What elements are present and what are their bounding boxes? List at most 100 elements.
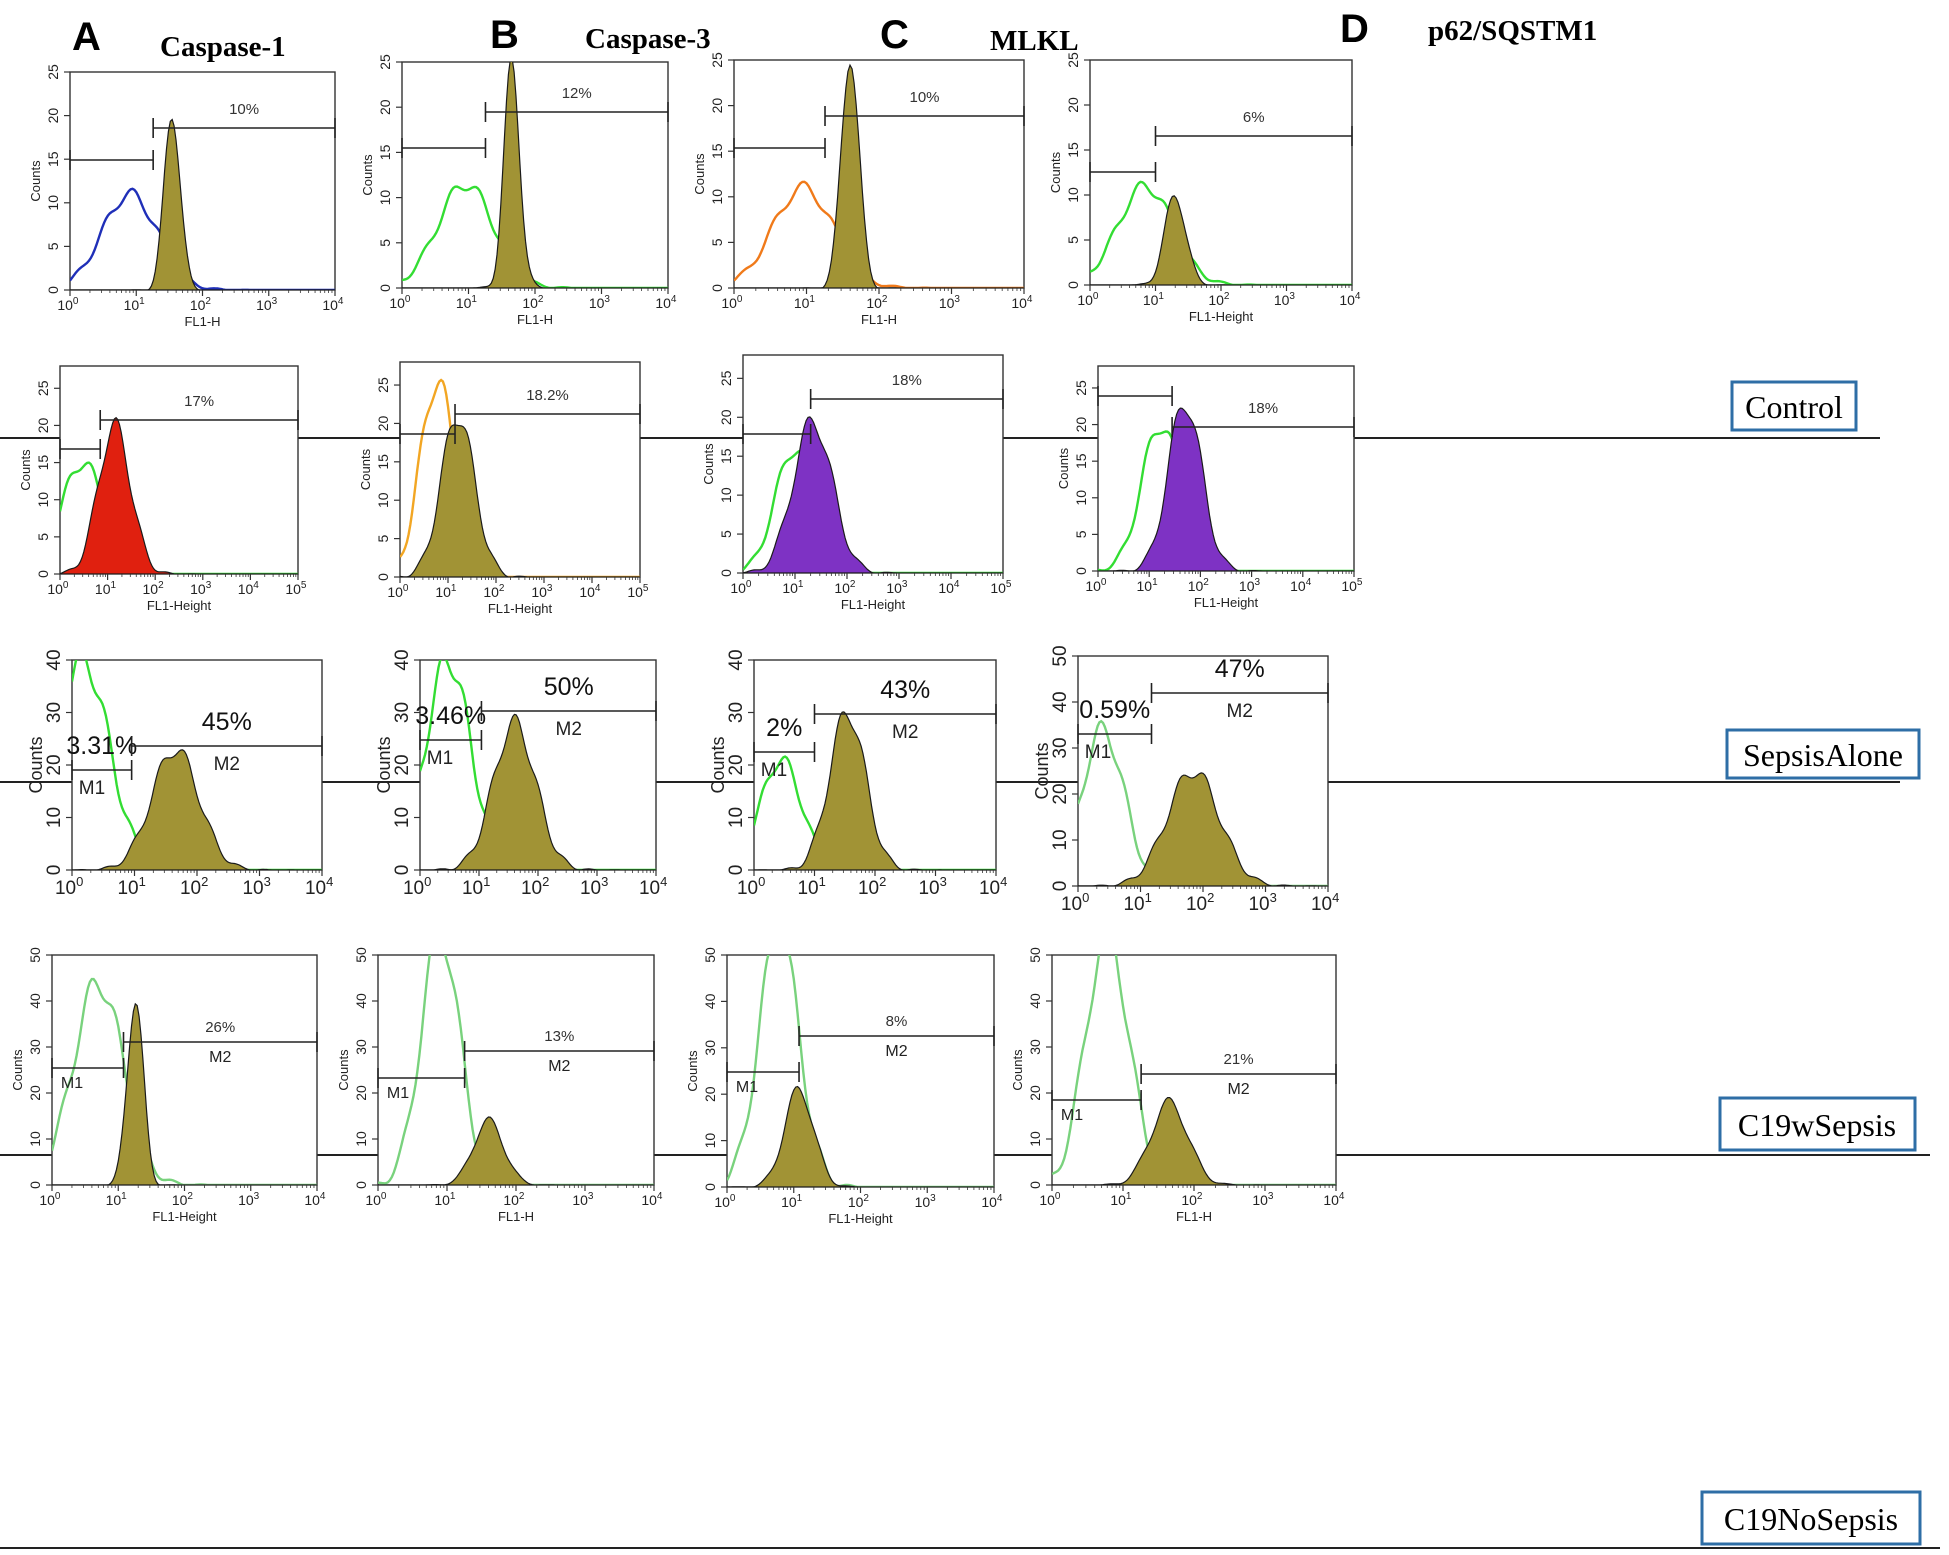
y-tick-label: 50 xyxy=(27,947,43,963)
x-tick-exponent: 4 xyxy=(1027,294,1033,305)
row-label-box xyxy=(1718,1096,1917,1152)
y-tick-label: 0 xyxy=(709,284,725,292)
y-axis-label: Counts xyxy=(1032,742,1052,799)
x-tick-exponent: 0 xyxy=(55,1191,61,1202)
y-axis-label: Counts xyxy=(708,736,728,793)
x-axis-label: FL1-Height xyxy=(828,1211,893,1226)
x-tick-exponent: 1 xyxy=(1145,890,1152,905)
x-tick-label: 102 xyxy=(866,294,888,311)
x-tick-label: 102 xyxy=(521,874,549,899)
x-tick-label: 102 xyxy=(858,874,886,899)
y-tick-label: 0 xyxy=(718,569,734,577)
histogram-stained-series xyxy=(60,416,298,574)
y-tick-label: 0 xyxy=(726,865,747,876)
histogram-control-series xyxy=(734,180,1024,288)
plot-frame xyxy=(1051,954,1337,1186)
x-tick-exponent: 4 xyxy=(1306,577,1312,588)
y-tick-label: 25 xyxy=(709,52,725,68)
y-axis-label: Counts xyxy=(28,160,43,202)
x-tick-exponent: 4 xyxy=(660,874,667,889)
x-tick-exponent: 3 xyxy=(547,583,553,594)
x-tick-label: 103 xyxy=(1252,1191,1274,1208)
y-axis-label: Counts xyxy=(18,449,33,491)
y-tick-label: 0 xyxy=(702,1183,718,1191)
x-tick-exponent: 4 xyxy=(657,1191,663,1202)
x-tick-label: 100 xyxy=(55,874,83,899)
x-tick-label: 101 xyxy=(434,1191,456,1208)
x-tick-exponent: 0 xyxy=(73,296,79,307)
gate-m1: 3.46% M1 xyxy=(415,702,486,769)
y-tick-label: 0 xyxy=(1050,881,1071,892)
x-tick-label: 100 xyxy=(39,1191,61,1208)
x-tick-label: 102 xyxy=(1208,291,1230,308)
x-tick-exponent: 0 xyxy=(405,294,411,305)
y-tick-label: 5 xyxy=(709,238,725,246)
x-tick-label: 103 xyxy=(242,874,270,899)
row-label-c19-no-sepsis: C19NoSepsis xyxy=(1700,1490,1922,1546)
x-tick-exponent: 1 xyxy=(797,1193,803,1204)
y-tick-label: 25 xyxy=(35,380,51,396)
x-tick-label: 102 xyxy=(190,296,212,313)
y-axis-label: Counts xyxy=(1056,447,1071,489)
gate-percent-label: 43% xyxy=(880,676,930,704)
gate-marker-label: M1 xyxy=(61,1075,83,1092)
gate-m2: 13% M2 xyxy=(463,1028,655,1075)
x-tick-label: 103 xyxy=(572,1191,594,1208)
y-tick-label: 10 xyxy=(35,492,51,508)
gate-negative xyxy=(399,424,456,444)
x-tick-exponent: 2 xyxy=(882,294,888,305)
x-tick-exponent: 1 xyxy=(451,583,457,594)
gate-marker-label: M2 xyxy=(1227,1081,1249,1098)
y-tick-label: 50 xyxy=(353,947,369,963)
y-tick-label: 20 xyxy=(353,1085,369,1101)
y-tick-label: 10 xyxy=(1027,1131,1043,1147)
x-axis-label: FL1-Height xyxy=(1189,309,1254,324)
x-tick-exponent: 0 xyxy=(63,580,69,591)
gate-marker-label: M1 xyxy=(736,1079,758,1096)
x-axis-label: FL1-Height xyxy=(841,597,906,612)
y-tick-label: 40 xyxy=(1027,993,1043,1009)
y-tick-label: 0 xyxy=(392,865,413,876)
gate-negative xyxy=(401,138,487,158)
y-tick-label: 20 xyxy=(44,754,65,775)
x-tick-exponent: 4 xyxy=(997,1193,1003,1204)
y-tick-label: 5 xyxy=(375,535,391,543)
x-tick-exponent: 2 xyxy=(499,583,505,594)
x-tick-label: 105 xyxy=(285,580,307,597)
y-tick-label: 0 xyxy=(375,573,391,581)
x-tick-exponent: 3 xyxy=(206,580,212,591)
x-tick-exponent: 1 xyxy=(450,1191,456,1202)
y-tick-label: 20 xyxy=(45,108,61,124)
histogram-stained-series xyxy=(402,62,668,288)
x-tick-exponent: 3 xyxy=(940,874,947,889)
column-title-mlkl: MLKL xyxy=(990,25,1079,57)
x-tick-exponent: 4 xyxy=(671,294,677,305)
x-tick-exponent: 1 xyxy=(809,294,815,305)
x-tick-label: 103 xyxy=(531,583,553,600)
x-tick-exponent: 1 xyxy=(139,874,146,889)
gate-m1: 0.59% M1 xyxy=(1077,696,1153,763)
histogram-control-series xyxy=(70,187,335,290)
x-tick-label: 102 xyxy=(834,579,856,596)
gate-m2: 45% M2 xyxy=(130,708,323,775)
x-tick-label: 101 xyxy=(781,1193,803,1210)
y-tick-label: 25 xyxy=(375,377,391,393)
y-axis-label: Counts xyxy=(374,736,394,793)
y-tick-label: 30 xyxy=(44,702,65,723)
x-tick-label: 103 xyxy=(918,874,946,899)
x-tick-exponent: 3 xyxy=(1268,1191,1274,1202)
gate-percent-label: 0.59% xyxy=(1079,696,1150,724)
x-tick-label: 100 xyxy=(57,296,79,313)
x-tick-label: 105 xyxy=(627,583,649,600)
x-tick-label: 105 xyxy=(1341,577,1363,594)
x-tick-label: 102 xyxy=(1181,1191,1203,1208)
y-axis-label: Counts xyxy=(701,443,716,485)
y-axis-label: Counts xyxy=(358,448,373,490)
gate-percent-label: 18% xyxy=(1248,400,1278,417)
row-label-box xyxy=(1700,1490,1922,1546)
x-tick-label: 104 xyxy=(1290,577,1312,594)
